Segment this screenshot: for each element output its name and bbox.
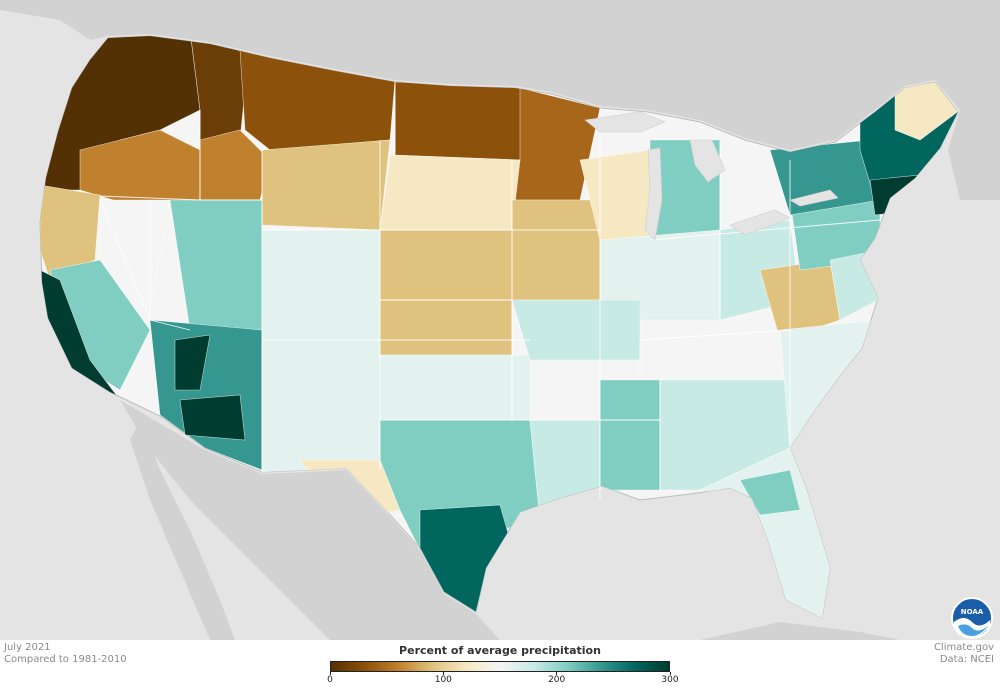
- period-month: July 2021: [4, 642, 51, 653]
- legend-color-bar: [330, 661, 670, 672]
- region-new-mexico: [261, 339, 381, 473]
- legend-tick-label: 300: [661, 675, 679, 685]
- region-iowa-missouri: [511, 199, 601, 301]
- mexico-landmass: [120, 400, 500, 640]
- region-nebraska: [379, 229, 513, 301]
- state-borders: [99, 82, 881, 500]
- noaa-logo-text: NOAA: [961, 608, 984, 616]
- region-dakotas: [394, 81, 531, 161]
- region-mississippi: [599, 379, 661, 491]
- region-south-dakota: [379, 154, 521, 231]
- credit-source: Data: NCEI: [939, 654, 994, 665]
- region-arizona-southwest: [179, 394, 246, 441]
- legend-tick-mark: [329, 672, 331, 675]
- region-wyoming: [261, 139, 391, 231]
- legend-tick-mark: [442, 672, 444, 675]
- legend-title: Percent of average precipitation: [399, 644, 601, 657]
- cuba-landmass: [700, 622, 900, 640]
- region-kansas: [379, 299, 513, 356]
- region-missouri-south: [511, 299, 641, 361]
- great-lakes: [584, 111, 839, 241]
- noaa-logo-icon: NOAA: [951, 597, 993, 639]
- region-oklahoma: [379, 354, 531, 421]
- region-colorado: [261, 229, 381, 341]
- canada-landmass: [0, 0, 1000, 200]
- baja-peninsula: [130, 420, 235, 640]
- legend-tick-mark: [556, 672, 558, 675]
- legend-tick-label: 0: [327, 675, 333, 685]
- period-baseline: Compared to 1981-2010: [4, 654, 127, 665]
- period-info: July 2021 Compared to 1981-2010: [4, 642, 127, 666]
- precipitation-map: [0, 0, 1000, 640]
- region-new-england-south: [869, 174, 921, 216]
- region-arizona-north-strip: [174, 334, 211, 391]
- map-footer: July 2021 Compared to 1981-2010 Percent …: [0, 640, 1000, 690]
- legend-tick-label: 100: [434, 675, 452, 685]
- legend-tick-label: 200: [548, 675, 566, 685]
- credits: Climate.gov Data: NCEI: [934, 642, 994, 666]
- legend-tick-mark: [669, 672, 671, 675]
- credit-site: Climate.gov: [933, 642, 994, 653]
